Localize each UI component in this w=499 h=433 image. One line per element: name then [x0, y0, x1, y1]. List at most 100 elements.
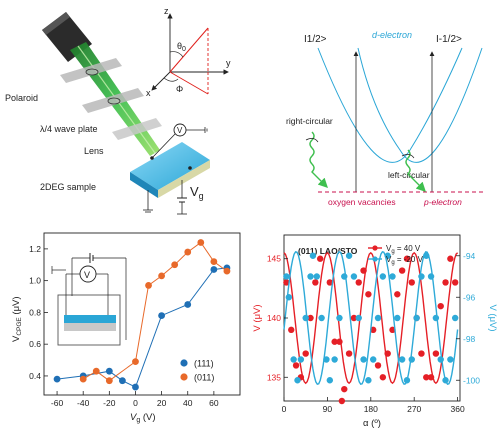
y-tick-label-right: -100	[463, 375, 480, 385]
data-point	[394, 314, 401, 322]
data-point	[288, 326, 295, 334]
data-point	[119, 377, 126, 385]
data-point	[297, 356, 305, 363]
data-point	[442, 377, 449, 384]
data-point	[210, 258, 218, 265]
data-point	[413, 314, 420, 322]
data-point	[360, 267, 367, 274]
data-point	[338, 397, 346, 405]
data-point	[432, 314, 440, 322]
data-point	[365, 291, 372, 298]
data-point	[379, 374, 387, 381]
data-point	[223, 267, 231, 275]
data-point	[184, 301, 192, 308]
data-point	[132, 383, 139, 391]
legend-marker	[180, 359, 188, 367]
right-circular-photon	[309, 131, 328, 188]
data-point	[398, 356, 406, 363]
data-point	[318, 314, 325, 322]
data-point	[158, 312, 166, 319]
label-polaroid: Polaroid	[5, 93, 38, 103]
x-tick-label: 20	[157, 398, 167, 408]
data-point	[92, 367, 100, 375]
svg-text:z: z	[164, 6, 169, 16]
data-point	[336, 314, 343, 322]
panel-band: I1/2> I-1/2> d-electron right-circular l…	[286, 30, 484, 207]
data-point	[370, 356, 377, 363]
data-point	[350, 273, 358, 280]
oxygen-vacancies-label: oxygen vacancies	[328, 197, 396, 207]
data-point	[283, 273, 290, 280]
data-point	[345, 252, 353, 259]
y-tick-label-left: 135	[267, 372, 281, 382]
y-tick-label: 0.4	[29, 371, 41, 381]
x-tick-label: -60	[51, 398, 64, 408]
data-point	[313, 273, 320, 280]
x-tick-label: 60	[209, 398, 219, 408]
data-point	[326, 279, 334, 286]
data-point	[355, 279, 362, 286]
label-sample: 2DEG sample	[40, 182, 96, 192]
label-lens: Lens	[84, 146, 104, 156]
svg-text:x: x	[146, 88, 151, 98]
data-point	[336, 338, 343, 345]
data-point	[398, 267, 406, 274]
left-circular-photon	[405, 149, 426, 192]
data-point	[341, 273, 348, 280]
y-tick-label: 1.0	[29, 276, 41, 286]
data-point	[184, 248, 192, 256]
data-point	[326, 377, 334, 384]
legend-marker	[372, 256, 378, 262]
data-point	[79, 375, 87, 383]
y-tick-label: 1.2	[29, 244, 41, 254]
y-tick-label-right: -94	[463, 251, 476, 261]
data-point	[350, 314, 358, 322]
data-point	[408, 356, 415, 363]
data-point	[294, 377, 301, 384]
svg-text:V: V	[177, 126, 183, 135]
inset-circuit: V	[51, 253, 127, 346]
data-point	[145, 282, 152, 289]
y-tick-label-right: -98	[463, 334, 476, 344]
data-point	[331, 338, 338, 345]
data-point	[307, 314, 314, 322]
voltmeter: V	[151, 123, 208, 159]
x-tick-label: 90	[323, 404, 333, 414]
data-point	[447, 356, 454, 363]
legend-marker	[372, 245, 378, 251]
data-point	[365, 377, 372, 384]
data-point	[345, 350, 353, 357]
data-point	[374, 314, 382, 322]
y-axis-label-left: V (μV)	[252, 304, 263, 331]
data-point	[360, 356, 367, 363]
data-point	[105, 367, 113, 375]
data-point	[285, 294, 293, 301]
data-point	[427, 374, 435, 381]
legend-marker	[180, 373, 188, 381]
legend-label: Vg = -20 V	[386, 255, 424, 266]
chart-cpge: V -60 -40 -20 0 20 40 60 0.4 0.6 0.8 1.0 1.2 Vg (V) V…	[11, 232, 241, 424]
data-point	[323, 356, 330, 363]
polaroid-plate	[60, 58, 122, 83]
data-point	[451, 279, 459, 286]
y-tick-label-right: -96	[463, 292, 476, 302]
fit-curve-0	[283, 251, 459, 385]
data-point	[432, 350, 440, 357]
p-electron-label: p-electron	[423, 197, 462, 207]
band-up	[317, 47, 463, 163]
data-point	[403, 255, 411, 262]
data-point	[437, 356, 444, 363]
data-point	[355, 314, 362, 322]
data-point	[384, 350, 391, 357]
legend-label: (011)	[194, 373, 214, 383]
lens	[112, 118, 162, 140]
y-tick-label: 0.8	[29, 307, 41, 317]
x-tick-label: 270	[407, 404, 421, 414]
data-point	[53, 375, 61, 383]
x-tick-label: -20	[103, 398, 116, 408]
data-point	[451, 314, 459, 322]
y-axis-label: VCPGE (μV)	[11, 296, 23, 342]
svg-text:Φ: Φ	[176, 84, 183, 94]
data-point	[312, 279, 319, 286]
